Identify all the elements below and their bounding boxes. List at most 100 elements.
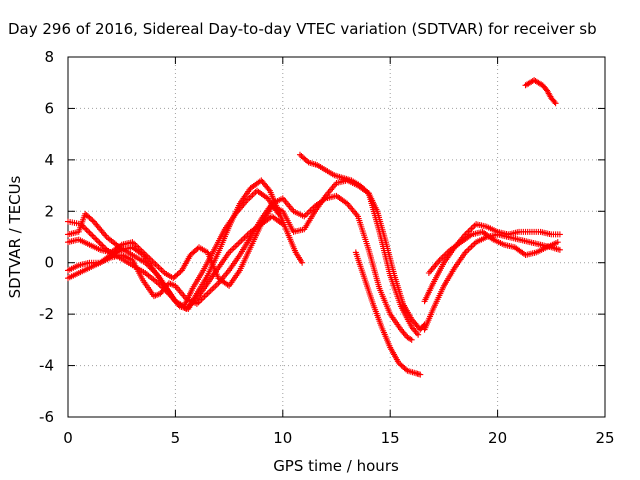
data-point [96,239,103,246]
data-point [191,248,198,255]
data-point [83,226,90,233]
x-tick-label: 20 [488,429,507,447]
data-point [83,212,90,219]
data-point [400,363,407,370]
data-point [213,281,220,288]
data-point [471,222,478,229]
chart-title: Day 296 of 2016, Sidereal Day-to-day VTE… [8,20,597,38]
data-series [65,213,286,312]
data-point [187,252,194,258]
data-point [408,336,415,343]
data-point [89,232,96,239]
data-point [551,99,558,105]
data-series [421,231,563,333]
data-point [361,186,368,193]
data-point [201,293,208,300]
x-axis-label: GPS time / hours [273,457,399,475]
data-point [235,240,242,247]
data-point [89,217,96,224]
data-point [359,185,366,192]
data-point [230,245,237,252]
data-point [158,267,165,274]
grid [68,57,605,417]
data-point [190,249,197,256]
data-point [207,287,214,294]
data-point [93,236,100,243]
data-point [85,213,92,220]
data-point [204,290,211,297]
data-point [153,262,160,269]
data-point [463,247,470,254]
data-series [296,151,428,333]
data-point [364,189,371,195]
data-point [296,151,303,158]
data-point [465,246,472,253]
data-point [173,272,180,279]
data-point [305,209,312,216]
tick-labels: 0 5 10 15 20 25 -6 -4 -2 0 2 4 6 8 [39,48,615,447]
data-point [556,246,563,253]
data-point [362,187,369,194]
data-point [157,265,164,272]
data-point [209,286,216,293]
data-point [249,192,256,199]
data-point [302,211,309,218]
data-point [193,246,200,253]
x-tick-label: 0 [63,429,73,447]
data-point [212,283,219,290]
data-series [65,187,282,310]
data-point [401,365,408,372]
data-point [407,336,414,342]
data-point [95,238,102,245]
data-point [299,259,306,266]
data-point [188,250,195,257]
y-tick-label: 0 [44,254,54,272]
data-point [86,214,93,221]
y-tick-label: 4 [44,151,54,169]
data-point [358,183,365,190]
data-series [522,77,559,107]
y-tick-label: -4 [39,357,54,375]
data-point [468,243,475,250]
data-series [352,249,424,378]
data-point [175,270,182,276]
data-point [238,237,245,244]
data-point [92,235,99,242]
data-point [155,264,162,271]
data-point [301,155,308,162]
data-point [203,292,210,299]
x-tick-label: 10 [273,429,292,447]
y-tick-label: 6 [44,99,54,117]
data-point [86,229,93,236]
data-point [229,246,236,253]
data-point [299,154,306,161]
data-point [97,241,104,248]
x-tick-label: 5 [171,429,181,447]
x-tick-label: 15 [381,429,400,447]
data-point [398,362,405,369]
data-point [87,216,94,222]
data-point [397,361,404,368]
data-point [556,231,563,238]
data-point [239,236,246,243]
data-point [552,100,559,107]
data-point [302,156,309,163]
data-point [395,360,402,366]
data-point [468,225,475,232]
data-point [554,239,561,246]
data-point [82,225,89,232]
data-point [304,158,311,165]
y-tick-label: -6 [39,408,54,426]
data-point [466,245,473,252]
data-series [425,228,561,276]
data-point [357,182,364,189]
data-point [152,261,159,268]
data-point [210,284,217,291]
data-point [298,153,305,159]
data-marks [65,77,563,378]
data-point [90,234,97,240]
data-point [236,239,243,246]
x-tick-label: 25 [595,429,614,447]
y-tick-label: 2 [44,202,54,220]
